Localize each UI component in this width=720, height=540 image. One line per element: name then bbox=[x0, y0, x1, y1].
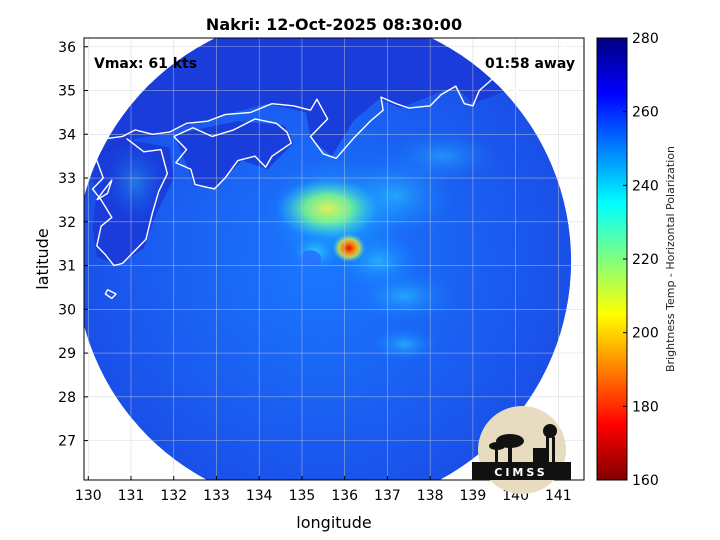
y-tick-label: 34 bbox=[58, 127, 76, 143]
rainband bbox=[370, 326, 439, 362]
x-axis-label: longitude bbox=[296, 513, 371, 532]
y-tick-label: 28 bbox=[58, 390, 76, 406]
logo-silhouette bbox=[472, 424, 571, 480]
coastline-segment bbox=[84, 41, 572, 160]
x-tick-label: 137 bbox=[374, 488, 401, 504]
colorbar-tick-label: 160 bbox=[632, 473, 659, 489]
colorbar-tick-label: 240 bbox=[632, 178, 659, 194]
land-region bbox=[173, 121, 294, 187]
plot-area bbox=[84, 38, 584, 480]
colorbar-tick-label: 260 bbox=[632, 105, 659, 121]
x-tick-label: 138 bbox=[417, 488, 444, 504]
y-axis-ticks: 27 28 29 30 31 32 33 34 35 36 bbox=[58, 40, 88, 450]
vmax-annotation: Vmax: 61 kts bbox=[94, 56, 197, 72]
logo-text: CIMSS bbox=[494, 466, 547, 479]
colorbar-tick-label: 200 bbox=[632, 326, 659, 342]
cold-cloud-top bbox=[276, 178, 379, 240]
time-away-annotation: 01:58 away bbox=[485, 56, 575, 72]
colorbar-tick-label: 180 bbox=[632, 399, 659, 415]
colorbar-tick-label: 280 bbox=[632, 31, 659, 47]
x-tick-label: 139 bbox=[460, 488, 487, 504]
coastline-segment bbox=[104, 289, 117, 300]
eye bbox=[299, 250, 322, 268]
x-tick-label: 132 bbox=[160, 488, 187, 504]
colorbar bbox=[596, 37, 628, 481]
y-tick-label: 31 bbox=[58, 259, 76, 275]
rainband bbox=[105, 143, 166, 222]
y-tick-label: 29 bbox=[58, 346, 76, 362]
coastline bbox=[84, 41, 572, 300]
coastline-segment bbox=[85, 138, 169, 267]
plot-frame bbox=[83, 37, 585, 481]
y-axis-label: latitude bbox=[33, 228, 52, 289]
y-tick-label: 27 bbox=[58, 434, 76, 450]
chart-title: Nakri: 12-Oct-2025 08:30:00 bbox=[206, 15, 462, 34]
rainband bbox=[387, 129, 499, 183]
colorbar-ticks: 160 180 200 220 240 260 280 bbox=[623, 31, 659, 489]
colorbar-label: Brightness Temp - Horizontal Polarizatio… bbox=[664, 146, 677, 372]
coastline-segment bbox=[96, 179, 113, 201]
x-tick-label: 135 bbox=[289, 488, 316, 504]
land-region bbox=[88, 38, 572, 165]
y-tick-label: 35 bbox=[58, 84, 76, 100]
x-tick-label: 133 bbox=[203, 488, 230, 504]
x-tick-label: 136 bbox=[331, 488, 358, 504]
x-tick-label: 130 bbox=[75, 488, 102, 504]
colorbar-tick-label: 220 bbox=[632, 252, 659, 268]
x-tick-label: 134 bbox=[246, 488, 273, 504]
x-tick-label: 131 bbox=[118, 488, 145, 504]
y-tick-label: 32 bbox=[58, 215, 76, 231]
y-tick-label: 36 bbox=[58, 40, 76, 56]
x-tick-label: 141 bbox=[545, 488, 572, 504]
y-tick-label: 33 bbox=[58, 171, 76, 187]
y-tick-label: 30 bbox=[58, 302, 76, 318]
gridlines bbox=[84, 38, 584, 480]
coastline-segment bbox=[173, 118, 292, 190]
eyewall-convection bbox=[332, 234, 365, 263]
cimss-logo: CIMSS bbox=[472, 406, 571, 494]
